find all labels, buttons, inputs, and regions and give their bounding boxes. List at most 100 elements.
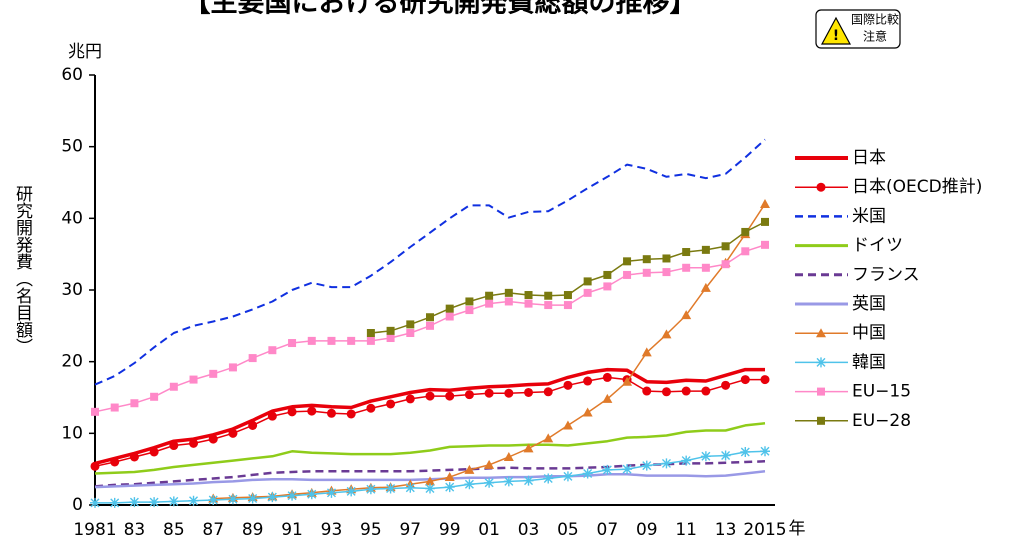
point <box>386 399 396 409</box>
line <box>94 138 766 386</box>
point <box>816 182 826 192</box>
legend-label: 韓国 <box>852 352 886 372</box>
point <box>524 299 533 308</box>
point <box>327 336 336 345</box>
point <box>816 357 826 368</box>
point <box>306 489 317 500</box>
line <box>94 367 765 466</box>
point <box>248 354 257 363</box>
y-tick-label: 30 <box>61 280 83 300</box>
point <box>267 492 278 503</box>
point <box>465 306 474 315</box>
point <box>129 452 139 462</box>
point <box>563 380 573 390</box>
point <box>385 483 396 494</box>
point <box>544 291 553 300</box>
legend-label: EU−28 <box>852 411 911 431</box>
point <box>701 245 710 254</box>
series <box>366 217 769 337</box>
point <box>602 464 613 475</box>
point <box>169 382 178 391</box>
point <box>503 451 514 461</box>
x-tick-label: 2015 <box>743 520 786 540</box>
point <box>444 482 455 493</box>
point <box>425 476 435 486</box>
point <box>563 301 572 310</box>
x-tick-label: 03 <box>518 520 540 540</box>
point <box>485 291 494 300</box>
x-tick-label: 97 <box>399 520 421 540</box>
point <box>189 375 198 384</box>
point <box>129 497 140 508</box>
x-tick-label: 87 <box>202 520 224 540</box>
point <box>209 369 218 378</box>
point <box>91 407 99 416</box>
point <box>741 227 750 236</box>
chart-title: 【主要国における研究開発費総額の推移】 <box>184 0 697 19</box>
y-tick-label: 40 <box>61 208 83 228</box>
point <box>701 386 711 396</box>
badge-text: 注意 <box>863 29 887 44</box>
x-tick-label: 07 <box>597 520 619 540</box>
point <box>603 282 612 291</box>
x-unit: 年 <box>789 519 806 539</box>
point <box>464 390 474 400</box>
y-unit: 兆円 <box>68 42 102 62</box>
point <box>562 471 573 482</box>
x-tick-label: 01 <box>478 520 500 540</box>
point <box>642 386 652 396</box>
point <box>228 363 237 372</box>
point <box>761 240 769 249</box>
x-tick-label: 85 <box>163 520 185 540</box>
point <box>228 428 238 438</box>
point <box>701 263 710 272</box>
legend-label: EU−15 <box>852 382 911 402</box>
point <box>662 268 671 277</box>
point <box>583 288 592 297</box>
point <box>208 494 219 505</box>
point <box>464 464 475 474</box>
line <box>94 422 766 475</box>
point <box>288 339 297 348</box>
y-tick-label: 60 <box>61 65 83 85</box>
point <box>817 416 825 425</box>
y-tick-label: 10 <box>61 423 83 443</box>
point <box>760 375 770 385</box>
point <box>504 288 513 297</box>
series <box>94 367 765 466</box>
y-tick-label: 50 <box>61 137 83 157</box>
point <box>326 408 336 418</box>
point <box>816 328 826 338</box>
point <box>268 346 277 355</box>
point <box>504 297 513 306</box>
point <box>267 411 277 421</box>
point <box>622 376 633 386</box>
point <box>602 372 612 382</box>
x-tick-label: 13 <box>715 520 737 540</box>
x-tick-label: 95 <box>360 520 382 540</box>
point <box>562 420 573 430</box>
point <box>347 336 356 345</box>
point <box>563 291 572 300</box>
point <box>682 263 691 272</box>
point <box>543 433 554 443</box>
x-tick-label: 1981 <box>73 520 116 540</box>
point <box>484 388 494 398</box>
point <box>366 403 376 413</box>
point <box>720 450 731 461</box>
point <box>602 393 613 403</box>
point <box>307 406 317 416</box>
point <box>406 329 415 337</box>
point <box>405 394 415 404</box>
point <box>681 310 692 320</box>
point <box>169 441 179 451</box>
point <box>582 468 593 479</box>
point <box>366 336 375 345</box>
point <box>681 386 691 396</box>
point <box>641 460 652 471</box>
legend-label: フランス <box>852 265 920 285</box>
point <box>504 388 514 398</box>
point <box>682 248 691 257</box>
point <box>366 329 375 337</box>
